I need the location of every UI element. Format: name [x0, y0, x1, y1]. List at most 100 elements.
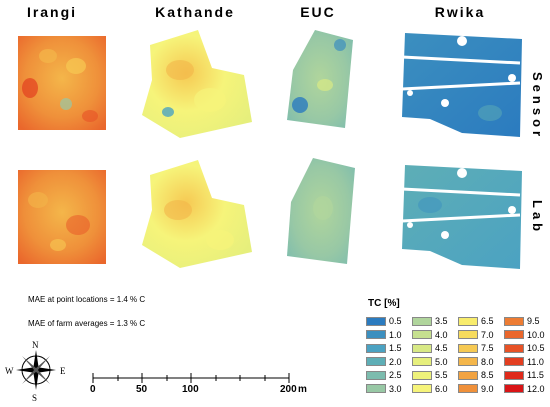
legend-label: 1.5 — [389, 343, 402, 353]
legend-swatch — [458, 357, 478, 366]
legend-item: 5.0 — [412, 357, 448, 367]
legend-item: 2.5 — [366, 370, 402, 380]
legend-swatch — [366, 343, 386, 353]
legend-swatch — [504, 384, 524, 393]
legend-swatch — [458, 330, 478, 339]
legend-swatch — [366, 370, 386, 380]
legend-item: 0.5 — [366, 316, 402, 326]
legend-swatch — [504, 343, 524, 353]
legend-label: 2.5 — [389, 370, 402, 380]
legend-item: 8.5 — [458, 370, 494, 380]
column-title-kathande: Kathande — [155, 4, 235, 20]
scale-tick-50: 50 — [136, 384, 148, 395]
legend-swatch — [366, 357, 386, 366]
legend-item: 3.0 — [366, 384, 402, 394]
legend-item: 9.5 — [504, 316, 540, 326]
map-irangi-sensor — [18, 36, 106, 130]
compass-w: W — [5, 366, 14, 376]
legend-label: 9.0 — [481, 383, 494, 394]
legend-label: 4.5 — [435, 343, 448, 353]
legend-item: 6.0 — [412, 384, 448, 394]
legend-swatch — [366, 330, 386, 339]
map-rwika-sensor — [401, 33, 522, 137]
legend-swatch — [458, 343, 478, 353]
compass-e: E — [60, 366, 66, 376]
column-title-euc: EUC — [300, 4, 336, 20]
legend-label: 2.0 — [389, 356, 402, 367]
mae-farm-note: MAE of farm averages = 1.3 % C — [28, 319, 146, 328]
legend-swatch — [412, 370, 432, 380]
legend-swatch — [504, 330, 524, 339]
legend-item: 4.5 — [412, 343, 448, 353]
scale-unit: m — [298, 384, 307, 395]
legend-label: 8.5 — [481, 370, 494, 380]
scale-tick-0: 0 — [90, 384, 96, 395]
legend-swatch — [412, 316, 432, 326]
column-title-irangi: Irangi — [26, 4, 78, 20]
legend-item: 12.0 — [504, 384, 545, 394]
map-rwika-lab — [401, 165, 522, 269]
column-title-rwika: Rwika — [434, 4, 486, 20]
scale-tick-100: 100 — [182, 384, 199, 395]
legend-item: 11.5 — [504, 370, 544, 380]
compass-s: S — [32, 393, 38, 403]
legend-item: 3.5 — [412, 316, 448, 326]
legend-item: 4.0 — [412, 330, 448, 340]
row-label-lab: Lab — [530, 200, 545, 236]
legend-swatch — [504, 357, 524, 366]
legend-swatch — [458, 316, 478, 326]
legend-label: 10.0 — [527, 329, 545, 340]
legend-label: 8.0 — [481, 356, 494, 367]
legend-swatch — [366, 384, 386, 393]
legend-swatch — [412, 384, 432, 393]
legend-label: 9.5 — [527, 316, 540, 326]
legend-item: 7.0 — [458, 330, 494, 340]
legend-item: 10.0 — [504, 330, 545, 340]
legend-item: 1.0 — [366, 330, 402, 340]
legend-swatch — [504, 370, 524, 380]
legend-swatch — [458, 370, 478, 380]
legend-item: 6.5 — [458, 316, 494, 326]
row-label-sensor: Sensor — [530, 72, 545, 141]
legend-label: 6.0 — [435, 383, 448, 394]
legend-label: 11.0 — [527, 356, 544, 367]
map-kathande-lab — [142, 160, 252, 268]
legend-item: 10.5 — [504, 343, 545, 353]
legend-swatch — [412, 357, 432, 366]
legend-label: 7.0 — [481, 329, 494, 340]
legend-swatch — [504, 316, 524, 326]
legend-item: 5.5 — [412, 370, 448, 380]
legend-item: 9.0 — [458, 384, 494, 394]
legend-label: 12.0 — [527, 383, 545, 394]
compass-n: N — [32, 340, 39, 350]
map-euc-lab — [287, 158, 355, 264]
legend-label: 0.5 — [389, 316, 402, 326]
legend-label: 3.0 — [389, 383, 402, 394]
legend-label: 3.5 — [435, 316, 448, 326]
scale-tick-200: 200 — [280, 384, 297, 395]
legend-label: 1.0 — [389, 329, 402, 340]
legend-label: 10.5 — [527, 343, 545, 353]
map-irangi-lab — [18, 170, 106, 264]
legend-swatch — [366, 316, 386, 326]
legend-label: 5.5 — [435, 370, 448, 380]
legend-label: 5.0 — [435, 356, 448, 367]
mae-point-note: MAE at point locations = 1.4 % C — [28, 295, 146, 304]
legend-item: 8.0 — [458, 357, 494, 367]
legend-swatch — [412, 330, 432, 339]
legend-title: TC [%] — [368, 298, 400, 309]
map-euc-sensor — [287, 30, 353, 128]
legend-item: 2.0 — [366, 357, 402, 367]
legend-swatch — [412, 343, 432, 353]
legend-label: 6.5 — [481, 316, 494, 326]
scale-bar — [92, 373, 290, 383]
legend-swatch — [458, 384, 478, 393]
legend-item: 11.0 — [504, 357, 544, 367]
legend-label: 11.5 — [527, 370, 544, 380]
compass-rose-icon — [16, 350, 56, 390]
legend-label: 7.5 — [481, 343, 494, 353]
map-kathande-sensor — [142, 30, 252, 138]
legend-item: 7.5 — [458, 343, 494, 353]
legend-item: 1.5 — [366, 343, 402, 353]
legend-label: 4.0 — [435, 329, 448, 340]
